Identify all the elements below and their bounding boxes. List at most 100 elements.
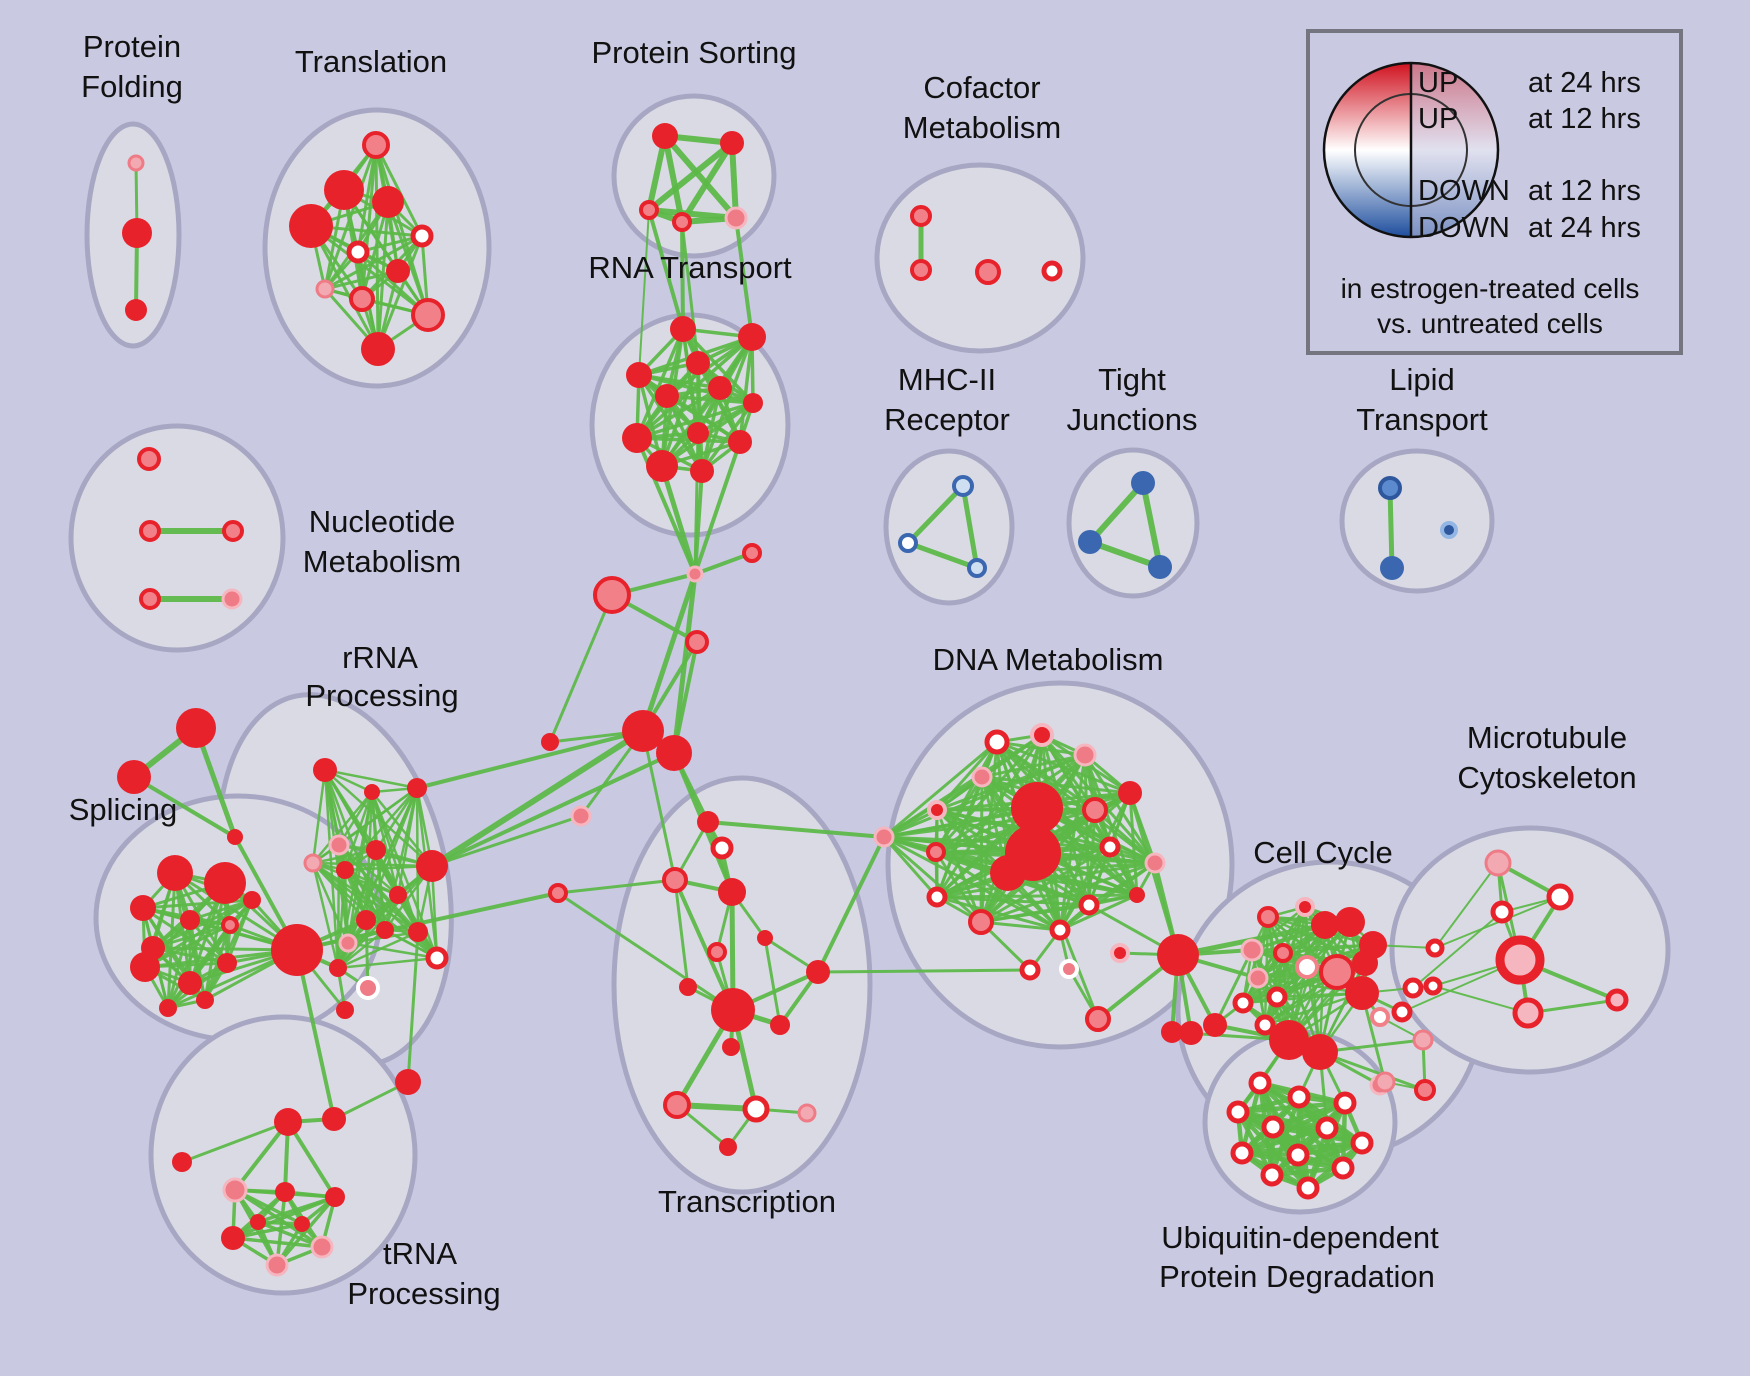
gene-node-r13 xyxy=(338,933,358,953)
cluster-ellipse-lipid-transport xyxy=(1339,448,1495,594)
gene-node-r15 xyxy=(425,946,449,970)
gene-node-u8 xyxy=(1230,1141,1254,1165)
gene-node-ps1 xyxy=(652,123,678,149)
gene-node-rt9 xyxy=(687,422,709,444)
gene-node-d9 xyxy=(1118,781,1142,805)
interaction-edge xyxy=(343,786,419,872)
gene-node-rt10 xyxy=(728,430,752,454)
interaction-edge xyxy=(734,216,754,339)
gene-node-mt4 xyxy=(1495,935,1545,985)
gene-node-x8 xyxy=(806,960,830,984)
gene-node-pf1 xyxy=(127,154,145,172)
gene-node-nu2 xyxy=(139,520,161,542)
gene-node-u5 xyxy=(1261,1115,1285,1139)
interaction-edge xyxy=(188,898,254,922)
gene-node-tn6 xyxy=(221,1226,245,1250)
interaction-edge xyxy=(376,234,424,351)
interaction-edge xyxy=(637,373,704,473)
interaction-edge xyxy=(346,941,439,960)
cluster-label-cofactor-metabolism-line2: Metabolism xyxy=(903,110,1062,145)
gene-node-c2 xyxy=(1295,897,1315,917)
gene-node-tn2 xyxy=(172,1152,192,1172)
gene-node-x3 xyxy=(662,867,688,893)
legend-row3-time: at 12 hrs xyxy=(1528,175,1641,207)
gene-node-r17 xyxy=(336,1001,354,1019)
gene-node-ps5 xyxy=(724,206,748,230)
interaction-edge xyxy=(763,936,782,1027)
interaction-edge xyxy=(905,483,966,546)
gene-node-d17 xyxy=(1078,894,1100,916)
interaction-edge xyxy=(638,209,650,376)
gene-node-u7 xyxy=(1350,1131,1374,1155)
gene-node-nu5 xyxy=(221,588,243,610)
gene-node-m2 xyxy=(898,533,918,553)
gene-node-dh xyxy=(1157,934,1199,976)
interaction-edge xyxy=(679,140,735,225)
gene-node-u6 xyxy=(1315,1116,1339,1140)
legend-updown-glyph xyxy=(1322,61,1500,239)
interaction-edge xyxy=(935,893,1139,899)
gene-node-d13 xyxy=(926,842,946,862)
legend-footer-line2: vs. untreated cells xyxy=(1377,308,1603,339)
cluster-label-ubiquitin-degradation-line1: Ubiquitin-dependent xyxy=(1161,1220,1439,1255)
gene-node-ps2 xyxy=(720,131,744,155)
gene-node-rt3 xyxy=(626,362,652,388)
interaction-edge xyxy=(311,848,378,865)
gene-node-sp5 xyxy=(622,710,664,752)
gene-node-pf2 xyxy=(122,218,152,248)
cluster-label-ubiquitin-degradation-line2: Protein Degradation xyxy=(1159,1259,1435,1294)
interaction-edge xyxy=(556,891,735,1012)
interaction-edge xyxy=(1087,480,1146,545)
gene-node-r6 xyxy=(336,861,354,879)
interaction-edge xyxy=(1235,1100,1348,1115)
gene-node-d18 xyxy=(1129,887,1145,903)
interaction-edge xyxy=(1241,991,1364,1005)
gene-node-c10 xyxy=(1319,954,1355,990)
interaction-edge xyxy=(323,768,419,790)
gene-node-r2 xyxy=(364,784,380,800)
interaction-edge xyxy=(336,893,400,970)
interaction-edge xyxy=(231,1236,324,1249)
gene-node-u3 xyxy=(1333,1091,1357,1115)
gene-node-d14 xyxy=(990,855,1026,891)
gene-node-d10 xyxy=(1082,797,1108,823)
interaction-edge xyxy=(680,220,700,365)
gene-node-d20 xyxy=(1019,959,1041,981)
gene-node-m3 xyxy=(967,558,987,578)
gene-node-r11 xyxy=(376,921,394,939)
gene-node-x10 xyxy=(770,1015,790,1035)
gene-node-x11 xyxy=(722,1038,740,1056)
cluster-ellipse-trna-processing xyxy=(148,1014,418,1296)
interaction-edge xyxy=(295,948,336,1121)
gene-node-r7 xyxy=(366,840,386,860)
gene-node-t4 xyxy=(289,204,333,248)
interaction-edge xyxy=(672,640,699,755)
cluster-label-protein-folding-line2: Folding xyxy=(81,69,183,104)
cluster-label-protein-sorting-line1: Protein Sorting xyxy=(591,35,796,70)
gene-node-sp3 xyxy=(742,543,762,563)
cluster-ellipse-tight-junctions xyxy=(1066,447,1200,599)
interaction-edge xyxy=(662,133,739,221)
interaction-edge xyxy=(934,808,1097,854)
gene-node-tn7 xyxy=(310,1235,334,1259)
gene-node-d12 xyxy=(1144,852,1166,874)
gene-node-mt2 xyxy=(1546,883,1574,911)
interaction-edge xyxy=(430,751,676,868)
gene-node-r18 xyxy=(395,1069,421,1095)
interaction-edge xyxy=(360,200,390,301)
interaction-edge xyxy=(1241,965,1309,1005)
interaction-edge xyxy=(415,729,645,790)
gene-node-x12 xyxy=(663,1091,691,1119)
gene-node-rt5 xyxy=(655,384,679,408)
gene-node-s8 xyxy=(130,952,160,982)
interaction-edge xyxy=(979,861,1157,924)
cluster-label-nucleotide-metabolism-line1: Nucleotide xyxy=(309,504,455,539)
legend-row2-label: UP xyxy=(1418,103,1458,135)
cluster-label-rna-transport-line1: RNA Transport xyxy=(588,250,792,285)
gene-node-c3 xyxy=(1311,911,1339,939)
gene-node-cf2 xyxy=(910,259,932,281)
gene-node-s5 xyxy=(221,916,239,934)
gene-node-tr3 xyxy=(227,829,243,845)
cluster-label-lipid-transport-line1: Lipid xyxy=(1389,362,1455,397)
gene-node-r3 xyxy=(407,778,427,798)
